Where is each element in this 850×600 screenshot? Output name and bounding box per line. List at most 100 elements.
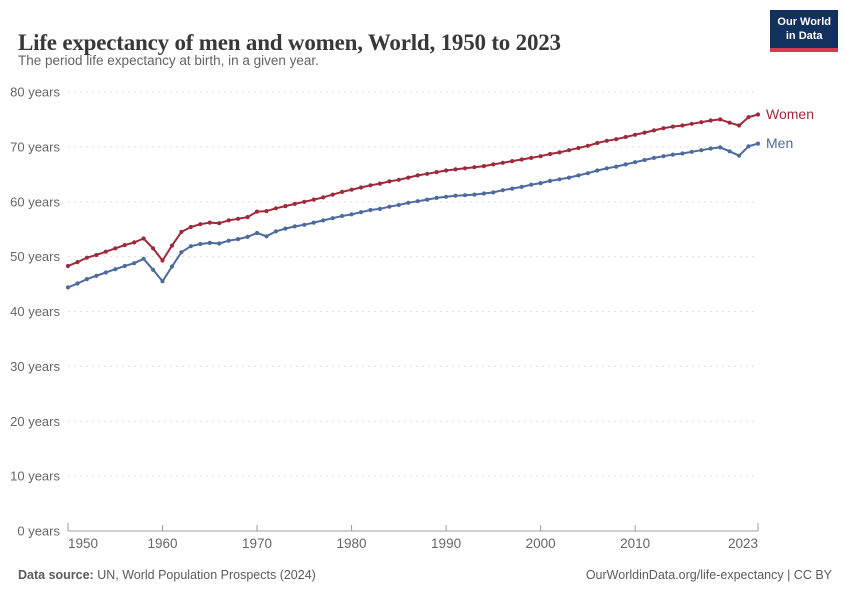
- men-point-1969[interactable]: [245, 234, 250, 239]
- women-point-1986[interactable]: [406, 175, 411, 180]
- men-point-2021[interactable]: [737, 153, 742, 158]
- men-point-2015[interactable]: [680, 151, 685, 156]
- women-point-2004[interactable]: [576, 145, 581, 151]
- men-points[interactable]: [65, 141, 761, 290]
- men-point-1957[interactable]: [132, 261, 137, 266]
- women-point-1969[interactable]: [245, 215, 250, 220]
- women-point-2017[interactable]: [699, 120, 704, 125]
- women-point-2005[interactable]: [585, 143, 591, 148]
- men-point-1951[interactable]: [75, 281, 80, 286]
- men-point-2018[interactable]: [708, 146, 713, 151]
- men-point-1955[interactable]: [113, 267, 118, 272]
- men-point-1965[interactable]: [207, 240, 212, 245]
- women-point-1991[interactable]: [453, 167, 458, 172]
- men-point-1978[interactable]: [330, 216, 335, 221]
- women-point-1959[interactable]: [151, 246, 156, 251]
- women-point-1997[interactable]: [510, 159, 515, 164]
- men-point-1976[interactable]: [311, 220, 316, 225]
- women-point-2020[interactable]: [727, 120, 732, 125]
- men-point-1963[interactable]: [188, 244, 193, 249]
- men-point-2002[interactable]: [557, 177, 562, 182]
- women-point-1962[interactable]: [179, 229, 184, 234]
- women-point-1993[interactable]: [472, 165, 477, 170]
- women-point-2001[interactable]: [548, 151, 553, 157]
- license-link[interactable]: OurWorldinData.org/life-expectancy | CC …: [585, 568, 832, 582]
- women-point-2015[interactable]: [680, 123, 685, 128]
- women-point-1967[interactable]: [226, 218, 231, 223]
- men-point-1984[interactable]: [387, 204, 392, 209]
- men-point-2023[interactable]: [755, 141, 761, 146]
- women-point-1989[interactable]: [434, 170, 439, 175]
- women-point-1964[interactable]: [198, 222, 203, 227]
- men-point-1966[interactable]: [217, 241, 222, 246]
- women-point-1972[interactable]: [273, 206, 278, 211]
- men-point-1998[interactable]: [519, 184, 524, 189]
- women-point-2006[interactable]: [595, 140, 600, 146]
- men-point-2013[interactable]: [661, 154, 666, 159]
- women-point-2011[interactable]: [642, 130, 647, 135]
- men-point-2004[interactable]: [576, 173, 581, 178]
- men-point-2003[interactable]: [566, 175, 572, 180]
- men-point-2017[interactable]: [699, 148, 704, 153]
- women-point-2012[interactable]: [651, 128, 657, 133]
- women-point-1976[interactable]: [311, 197, 316, 202]
- men-point-2016[interactable]: [689, 149, 694, 154]
- women-point-1999[interactable]: [529, 155, 534, 160]
- women-point-1982[interactable]: [368, 183, 373, 188]
- women-point-1950[interactable]: [65, 263, 71, 269]
- men-point-1988[interactable]: [425, 197, 430, 202]
- women-point-2023[interactable]: [755, 112, 761, 117]
- women-point-1955[interactable]: [113, 246, 118, 251]
- women-point-2002[interactable]: [557, 150, 562, 155]
- men-point-2019[interactable]: [718, 145, 723, 150]
- women-point-1996[interactable]: [500, 160, 505, 165]
- men-point-1974[interactable]: [292, 224, 297, 229]
- men-point-1999[interactable]: [529, 182, 534, 187]
- women-point-1971[interactable]: [264, 209, 269, 214]
- men-point-1985[interactable]: [396, 202, 401, 208]
- women-point-2018[interactable]: [708, 118, 713, 123]
- men-point-1980[interactable]: [349, 212, 354, 217]
- men-point-1959[interactable]: [151, 267, 156, 272]
- men-point-2012[interactable]: [651, 155, 657, 160]
- men-point-1979[interactable]: [340, 213, 345, 219]
- men-point-1994[interactable]: [481, 191, 486, 196]
- men-point-1987[interactable]: [415, 199, 420, 204]
- women-point-1958[interactable]: [141, 236, 146, 241]
- women-point-1984[interactable]: [387, 179, 392, 184]
- women-point-1978[interactable]: [330, 192, 335, 197]
- women-point-1970[interactable]: [254, 209, 260, 214]
- women-point-2009[interactable]: [623, 134, 628, 140]
- women-point-1965[interactable]: [207, 220, 212, 225]
- men-point-1995[interactable]: [491, 190, 496, 195]
- men-point-1992[interactable]: [462, 193, 468, 198]
- men-point-1996[interactable]: [500, 188, 505, 193]
- men-point-1971[interactable]: [264, 234, 269, 239]
- women-point-1966[interactable]: [217, 221, 222, 226]
- women-point-1983[interactable]: [377, 181, 382, 186]
- men-point-1991[interactable]: [453, 193, 458, 198]
- women-point-1957[interactable]: [132, 240, 137, 245]
- women-point-1961[interactable]: [169, 243, 175, 248]
- women-point-2021[interactable]: [737, 123, 742, 128]
- men-point-2011[interactable]: [642, 157, 647, 163]
- women-point-1994[interactable]: [481, 164, 486, 169]
- women-point-1990[interactable]: [444, 168, 449, 173]
- men-point-2008[interactable]: [614, 164, 619, 169]
- men-point-1958[interactable]: [141, 256, 146, 261]
- women-point-2000[interactable]: [538, 154, 543, 159]
- women-point-1953[interactable]: [94, 252, 99, 258]
- women-point-1956[interactable]: [122, 243, 127, 248]
- men-point-1990[interactable]: [444, 194, 449, 199]
- women-point-2003[interactable]: [566, 148, 572, 153]
- men-point-1982[interactable]: [368, 207, 373, 213]
- men-point-2007[interactable]: [604, 166, 609, 171]
- women-points[interactable]: [65, 112, 761, 269]
- men-point-1986[interactable]: [406, 200, 411, 205]
- women-point-1951[interactable]: [75, 260, 80, 265]
- women-line[interactable]: [67, 113, 759, 267]
- men-point-2006[interactable]: [595, 168, 600, 173]
- men-point-1993[interactable]: [472, 192, 477, 197]
- men-point-2001[interactable]: [548, 178, 553, 183]
